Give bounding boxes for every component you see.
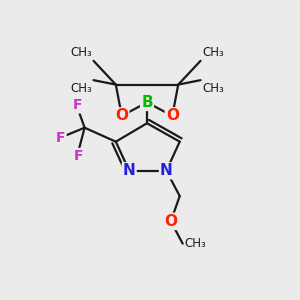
Text: O: O [166,108,179,123]
Text: O: O [164,214,177,229]
Text: N: N [160,163,173,178]
Text: CH₃: CH₃ [184,237,206,250]
Text: F: F [72,98,82,112]
Text: F: F [56,131,66,145]
Text: CH₃: CH₃ [202,46,224,59]
Text: F: F [74,149,83,163]
Text: CH₃: CH₃ [70,46,92,59]
Text: CH₃: CH₃ [202,82,224,94]
Text: CH₃: CH₃ [70,82,92,94]
Text: O: O [115,108,128,123]
Text: N: N [123,163,136,178]
Text: B: B [141,95,153,110]
